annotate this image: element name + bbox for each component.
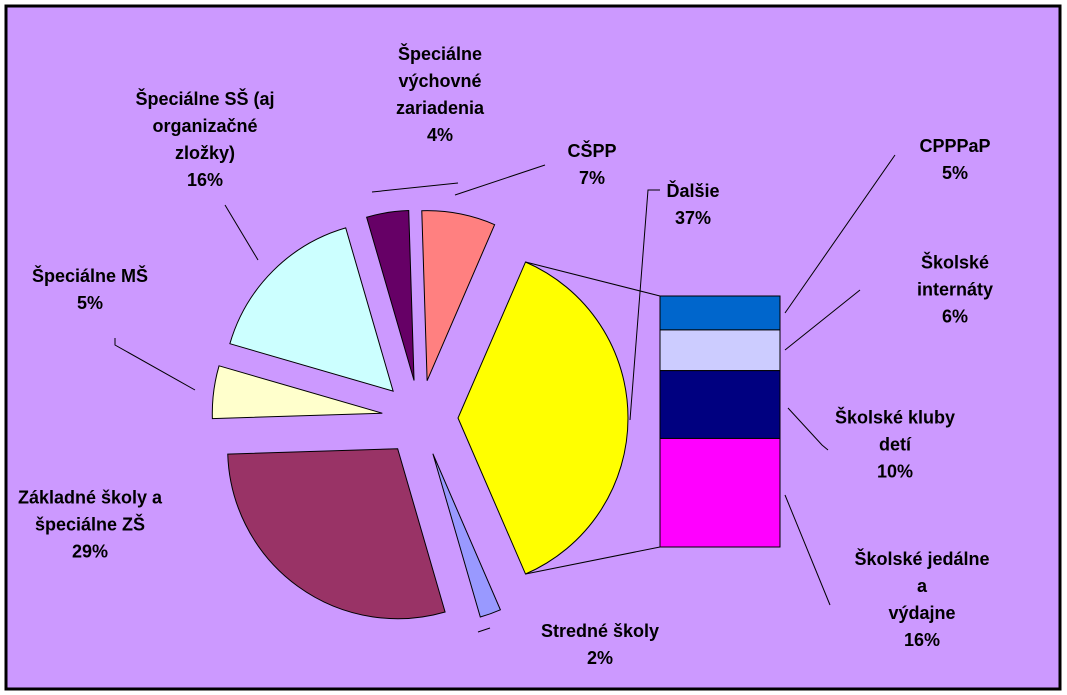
data-label: CŠPP 7% — [567, 138, 616, 192]
data-label: Stredné školy 2% — [541, 618, 659, 672]
leader-line — [784, 494, 831, 606]
data-label: Špeciálne MŠ 5% — [32, 263, 148, 317]
leader-line — [784, 154, 896, 314]
label-value: 4% — [426, 125, 454, 145]
leader-line — [784, 289, 861, 351]
pie-slice — [366, 210, 415, 381]
label-name: Školské jedálne a výdajne — [854, 549, 990, 623]
label-name: Základné školy a špeciálne ZŠ — [17, 487, 163, 535]
label-name: Stredné školy — [540, 621, 660, 641]
bar-segment — [659, 370, 781, 439]
leader-line — [224, 204, 259, 261]
label-name: Školské kluby detí — [834, 407, 956, 455]
label-value: 16% — [903, 630, 941, 650]
connector-line — [525, 546, 661, 575]
leader-line — [454, 164, 546, 196]
pie-slice — [229, 227, 394, 392]
bar-segment — [659, 295, 781, 331]
data-label: Školské kluby detí 10% — [835, 405, 955, 486]
bar-segment — [659, 437, 781, 548]
data-label: Základné školy a špeciálne ZŠ 29% — [18, 485, 162, 566]
bar-segment — [659, 329, 781, 372]
leader-line — [629, 189, 660, 421]
label-value: 2% — [586, 648, 614, 668]
leader-line — [477, 627, 491, 633]
pie-slice — [227, 448, 446, 620]
label-value: 7% — [578, 168, 605, 188]
data-label: Špeciálne výchovné zariadenia 4% — [396, 41, 484, 149]
label-name: Školské internáty — [916, 252, 994, 300]
label-name: CŠPP — [567, 141, 617, 161]
leader-line — [114, 338, 196, 391]
label-name: CPPPaP — [919, 136, 991, 156]
data-label: CPPPaP 5% — [919, 133, 990, 187]
label-value: 37% — [674, 208, 712, 228]
label-value: 10% — [876, 461, 914, 482]
data-label: Školské internáty 6% — [899, 250, 1011, 331]
pie-slice — [457, 261, 629, 575]
data-label: Špeciálne SŠ (aj organizačné zložky) 16% — [135, 86, 274, 194]
label-value: 5% — [941, 163, 969, 183]
data-label: Ďalšie 37% — [666, 178, 719, 232]
leader-line — [787, 407, 829, 451]
connector-line — [525, 261, 661, 297]
label-value: 16% — [186, 170, 224, 190]
pie-slice — [421, 210, 496, 381]
data-label: Školské jedálne a výdajne 16% — [850, 546, 995, 654]
label-value: 29% — [71, 541, 109, 562]
label-name: Špeciálne MŠ — [31, 266, 149, 286]
leader-line — [371, 182, 459, 193]
label-name: Špeciálne výchovné zariadenia — [395, 44, 485, 118]
label-name: Špeciálne SŠ (aj organizačné zložky) — [135, 89, 275, 163]
label-value: 6% — [941, 306, 968, 327]
pie-slice — [432, 453, 502, 618]
label-value: 5% — [76, 293, 104, 313]
pie-slice — [211, 365, 383, 420]
label-name: Ďalšie — [666, 181, 720, 201]
